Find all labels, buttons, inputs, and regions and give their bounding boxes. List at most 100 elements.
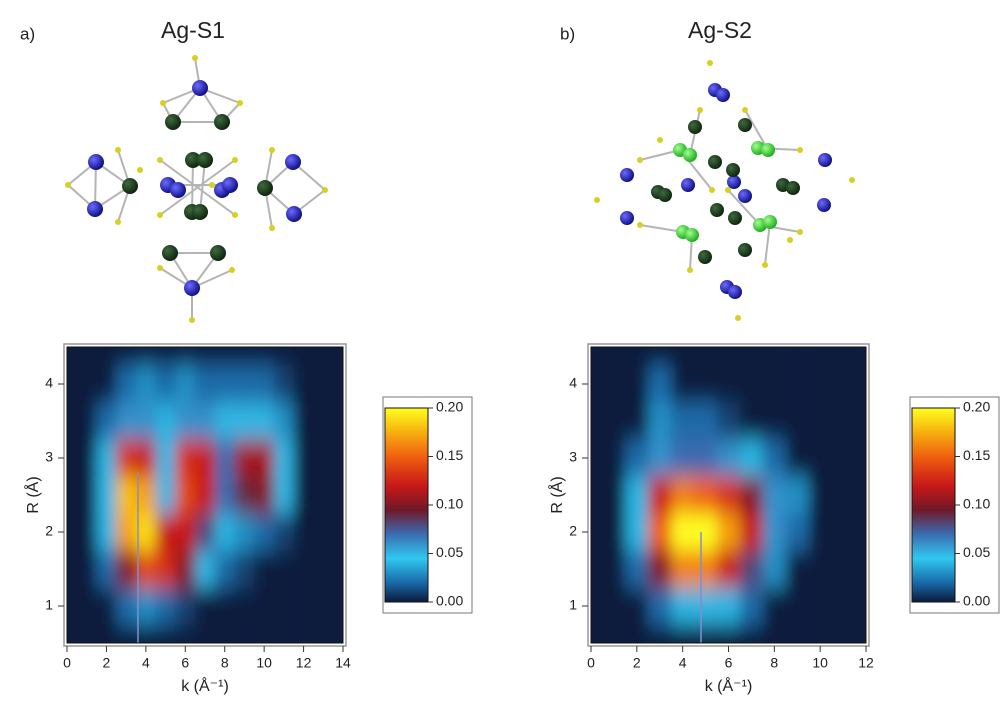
- heatmap-cell: [831, 587, 855, 625]
- heatmap-cell: [717, 476, 740, 514]
- heatmap-cell: [116, 347, 136, 366]
- molecule-b: [594, 60, 855, 321]
- x-tick-label: 0: [587, 655, 595, 671]
- heatmap-cell: [762, 476, 786, 514]
- heatmap-cell: [602, 402, 626, 440]
- atom: [192, 204, 208, 220]
- atom: [87, 201, 103, 217]
- atom: [232, 157, 238, 163]
- heatmap-cell: [625, 402, 649, 440]
- heatmap-cell: [717, 513, 740, 551]
- colorbar: [911, 407, 956, 603]
- atom: [738, 189, 752, 203]
- heatmap-cell: [274, 587, 294, 625]
- atom: [761, 143, 775, 157]
- heatmap-cell: [136, 402, 156, 440]
- heatmap-cell: [854, 365, 866, 403]
- heatmap-cell: [762, 550, 786, 588]
- atom: [594, 197, 600, 203]
- heatmap-cell: [214, 513, 235, 551]
- x-tick-label: 6: [725, 655, 733, 671]
- heatmap-cell: [76, 365, 97, 403]
- heatmap-cell: [175, 513, 196, 551]
- atom: [725, 187, 731, 193]
- bond: [764, 221, 771, 266]
- atom: [160, 100, 166, 106]
- atom: [322, 187, 328, 193]
- heatmap-cell: [76, 347, 97, 366]
- heatmap-cell: [254, 587, 274, 625]
- heatmap-cell: [739, 550, 763, 588]
- plot-frame-outer: [63, 343, 347, 647]
- plot-area: [591, 347, 866, 643]
- atom: [817, 198, 831, 212]
- heatmap-cell: [136, 513, 156, 551]
- heatmap-cell: [254, 402, 274, 440]
- heatmap-cell: [785, 476, 809, 514]
- colorbar-tick-label: 0.05: [436, 544, 463, 560]
- heatmap-cell: [762, 402, 786, 440]
- heatmap-cell: [625, 365, 649, 403]
- heatmap-cell: [116, 365, 136, 403]
- heatmap-cell: [762, 624, 786, 643]
- heatmap-cell: [591, 347, 603, 366]
- atom: [637, 222, 643, 228]
- heatmap-cell: [274, 347, 294, 366]
- heatmap-cell: [333, 365, 343, 403]
- heatmap-cell: [293, 365, 314, 403]
- plot-frame: [590, 346, 867, 644]
- heatmap-cell: [808, 402, 832, 440]
- y-axis-label: R (Å): [23, 476, 42, 513]
- heatmap-cell: [739, 624, 763, 643]
- heatmap-cell: [602, 513, 626, 551]
- atom: [685, 228, 699, 242]
- heatmap-cell: [831, 513, 855, 551]
- heatmap-cell: [591, 587, 603, 625]
- heatmap-cell: [762, 347, 786, 366]
- heatmap-cell: [254, 624, 274, 643]
- heatmap-cell: [175, 476, 196, 514]
- heatmap-cell: [591, 513, 603, 551]
- heatmap-cell: [854, 587, 866, 625]
- x-tick-label: 12: [858, 655, 874, 671]
- atom: [726, 163, 740, 177]
- heatmap-cell: [76, 439, 97, 477]
- heatmap-cell: [671, 476, 695, 514]
- heatmap-cell: [155, 587, 176, 625]
- atom: [728, 211, 742, 225]
- atom: [687, 267, 693, 273]
- atom-group: [65, 55, 328, 323]
- heatmap-cell: [234, 365, 255, 403]
- heatmap-cell: [854, 347, 866, 366]
- heatmap-cell: [808, 624, 832, 643]
- heatmap-cell: [854, 624, 866, 643]
- atom: [197, 152, 213, 168]
- heatmap-cell: [313, 365, 334, 403]
- colorbar-tick-label: 0.20: [436, 399, 463, 415]
- heatmap-cell: [831, 624, 855, 643]
- heatmap-cell: [274, 365, 294, 403]
- heatmap-cell: [293, 402, 314, 440]
- heatmap-cell: [293, 476, 314, 514]
- atom: [162, 245, 178, 261]
- heatmap-cell: [591, 439, 603, 477]
- atom: [738, 118, 752, 132]
- heatmap-cell: [671, 550, 695, 588]
- heatmap-cell: [155, 402, 176, 440]
- heatmap-cell: [67, 365, 77, 403]
- heatmap-cell: [116, 513, 136, 551]
- plot-area: [67, 347, 343, 643]
- heatmap-cell: [717, 347, 740, 366]
- heatmap-cell: [333, 347, 343, 366]
- atom: [742, 107, 748, 113]
- heatmap-cell: [739, 439, 763, 477]
- heatmap-cell: [854, 439, 866, 477]
- heatmap-cell: [671, 365, 695, 403]
- heatmap-cell: [234, 402, 255, 440]
- heatmap-cell: [808, 365, 832, 403]
- atom: [727, 175, 741, 189]
- heatmap-cell: [195, 476, 215, 514]
- heatmap-cell: [694, 587, 718, 625]
- atom: [797, 229, 803, 235]
